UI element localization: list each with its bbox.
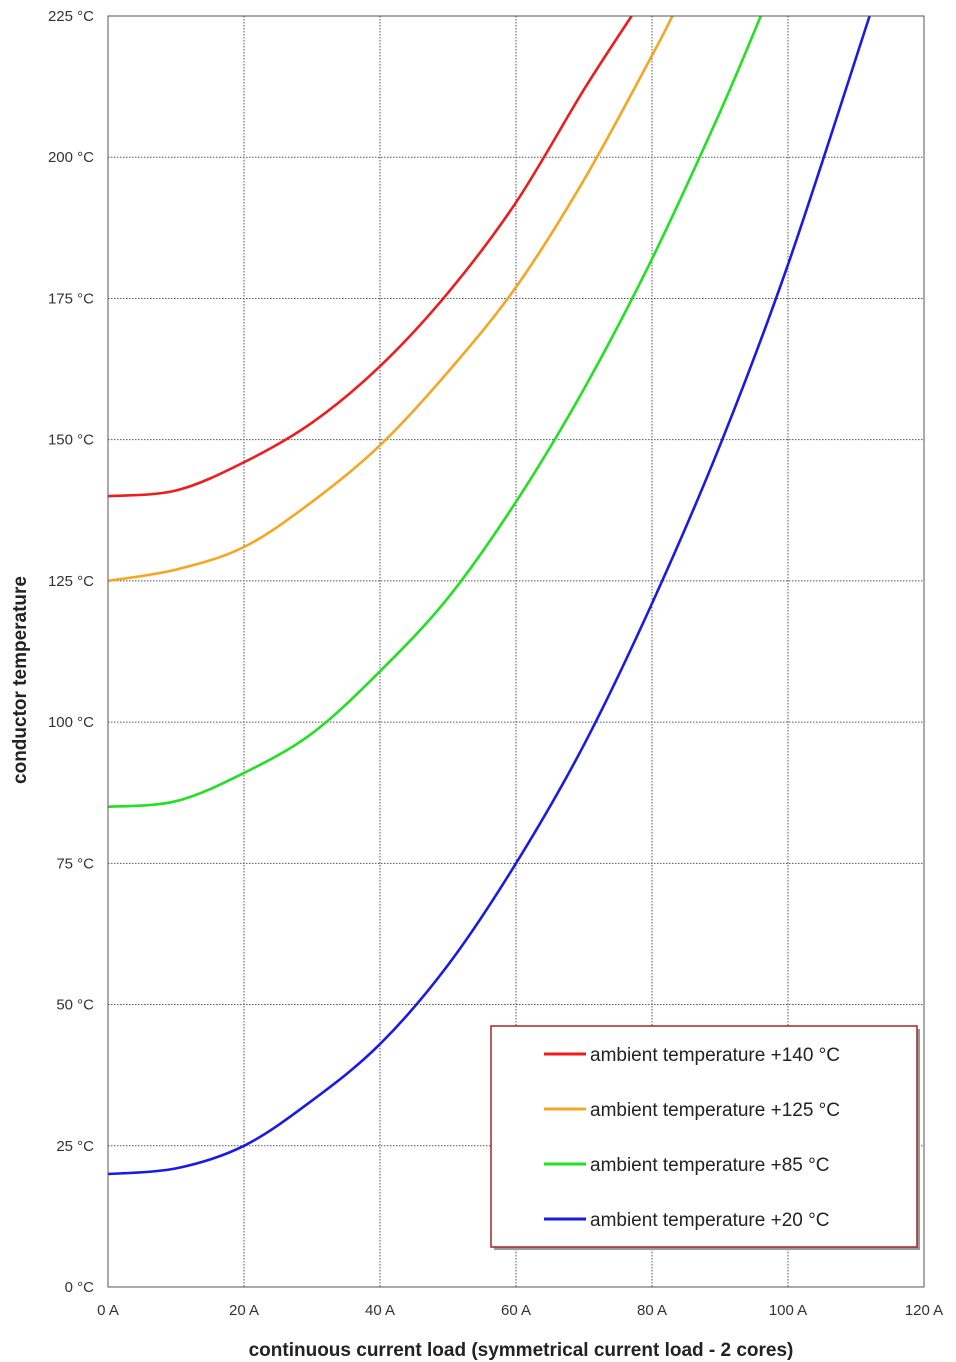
y-axis-title: conductor temperature — [10, 576, 31, 784]
series-line — [107, 15, 674, 583]
legend-label: ambient temperature +20 °C — [590, 1210, 829, 1231]
y-tick-label: 125 °C — [48, 573, 94, 590]
y-tick-label: 100 °C — [48, 714, 94, 731]
x-tick-labels: 0 A 20 A 40 A 60 A 80 A 100 A 120 A — [97, 1302, 943, 1319]
y-tick-label: 175 °C — [48, 290, 94, 307]
y-tick-label: 225 °C — [48, 8, 94, 25]
legend: ambient temperature +140 °C ambient tempe… — [490, 1025, 920, 1250]
series-line — [107, 15, 871, 1176]
legend-label: ambient temperature +125 °C — [590, 1100, 840, 1121]
x-tick-label: 0 A — [97, 1302, 119, 1319]
x-tick-label: 120 A — [905, 1302, 943, 1319]
x-axis-title: continuous current load (symmetrical cur… — [249, 1340, 794, 1361]
y-tick-label: 50 °C — [56, 997, 94, 1014]
series-line — [107, 15, 633, 498]
series-lines — [107, 15, 871, 1176]
y-tick-label: 0 °C — [65, 1279, 95, 1296]
x-tick-label: 80 A — [637, 1302, 667, 1319]
x-tick-label: 60 A — [501, 1302, 531, 1319]
legend-label: ambient temperature +140 °C — [590, 1045, 840, 1066]
legend-box — [490, 1025, 918, 1248]
series-line — [107, 15, 762, 809]
y-tick-label: 200 °C — [48, 149, 94, 166]
y-tick-label: 75 °C — [56, 855, 94, 872]
legend-items: ambient temperature +140 °C ambient tempe… — [544, 1045, 840, 1231]
y-tick-label: 150 °C — [48, 432, 94, 449]
x-tick-label: 20 A — [229, 1302, 259, 1319]
y-tick-label: 25 °C — [56, 1138, 94, 1155]
plot-frame — [107, 15, 925, 1288]
x-tick-label: 100 A — [769, 1302, 807, 1319]
y-tick-labels: 0 °C 25 °C 50 °C 75 °C 100 °C 125 °C 150 °C 175… — [48, 8, 94, 1296]
legend-label: ambient temperature +85 °C — [590, 1155, 829, 1176]
x-tick-label: 40 A — [365, 1302, 395, 1319]
